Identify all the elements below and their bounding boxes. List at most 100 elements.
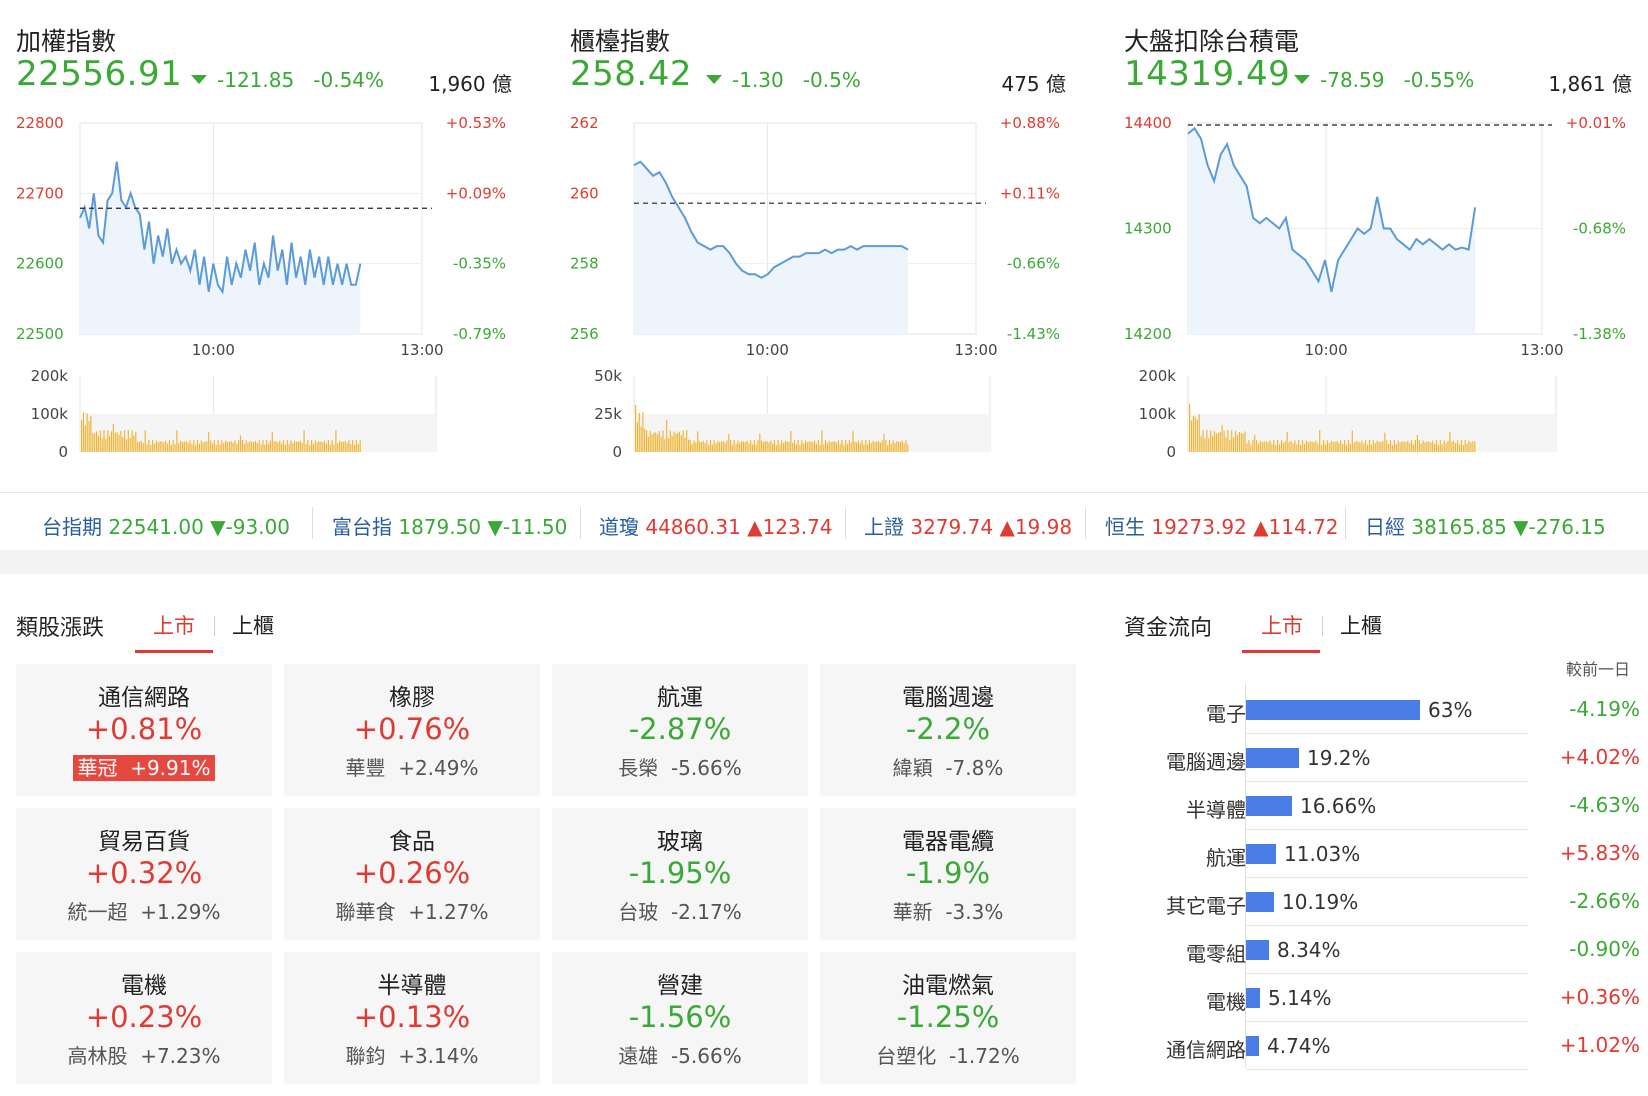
ticker-item-shanghai[interactable]: 上證 3279.74 ▲19.98 <box>864 515 1073 539</box>
volume-bar <box>161 441 163 452</box>
sector-card[interactable]: 電腦週邊 -2.2% 緯穎 -7.8% <box>820 664 1076 796</box>
sector-card[interactable]: 營建 -1.56% 遠雄 -5.66% <box>552 952 808 1084</box>
volume-bar <box>1443 440 1445 452</box>
top-stock[interactable]: 緯穎 -7.8% <box>892 756 1004 780</box>
volume-bar <box>1309 441 1311 452</box>
volume-bar <box>1347 440 1350 452</box>
volume-bar <box>84 425 86 452</box>
volume-bar <box>1196 419 1198 452</box>
volume-bar <box>878 441 880 452</box>
sector-card[interactable]: 半導體 +0.13% 聯鈞 +3.14% <box>284 952 540 1084</box>
top-stock[interactable]: 長榮 -5.66% <box>618 756 742 780</box>
sector-card[interactable]: 通信網路 +0.81% 華冠 +9.91% <box>16 664 272 796</box>
tab-listed[interactable]: 上市 <box>153 614 195 638</box>
volume-bar <box>691 443 693 452</box>
row-divider <box>1246 1069 1528 1070</box>
volume-bar <box>125 439 128 452</box>
ticker-item-nikkei[interactable]: 日經 38165.85 ▼-276.15 <box>1365 515 1606 539</box>
sector-card[interactable]: 航運 -2.87% 長榮 -5.66% <box>552 664 808 796</box>
y-axis-pct-label: -0.79% <box>453 325 506 343</box>
top-stock[interactable]: 台玻 -2.17% <box>618 900 742 924</box>
money-flow-row[interactable]: 電機 5.14% +0.36% <box>1122 974 1640 1022</box>
top-stock[interactable]: 高林股 +7.23% <box>67 1044 221 1068</box>
volume-bar <box>730 440 732 452</box>
top-stock[interactable]: 華冠 +9.91% <box>16 752 272 781</box>
top-stock[interactable]: 聯華食 +1.27% <box>335 900 489 924</box>
ticker-item-tx[interactable]: 台指期 22541.00 ▼-93.00 <box>42 515 291 539</box>
top-stock[interactable]: 台塑化 -1.72% <box>876 1044 1020 1068</box>
volume-bar <box>359 440 361 452</box>
volume-bar <box>155 440 157 452</box>
volume-axis-label: 100k <box>1139 405 1177 423</box>
sector-card[interactable]: 電器電纜 -1.9% 華新 -3.3% <box>820 808 1076 940</box>
volume-bar <box>118 434 120 452</box>
sector-card[interactable]: 貿易百貨 +0.32% 統一超 +1.29% <box>16 808 272 940</box>
tab-otc[interactable]: 上櫃 <box>232 614 274 638</box>
sector-card[interactable]: 玻璃 -1.95% 台玻 -2.17% <box>552 808 808 940</box>
volume-bar <box>331 440 333 452</box>
sector-name: 通信網路 <box>98 685 190 711</box>
volume-bar <box>211 443 214 452</box>
sector-change: -2.87% <box>628 712 732 746</box>
ticker-item-dow[interactable]: 道瓊 44860.31 ▲123.74 <box>599 515 833 539</box>
index-panel-ex-tsmc[interactable]: 大盤扣除台積電 14319.49 -78.59 -0.55% 1,861 億 1… <box>1124 0 1632 490</box>
money-flow-row[interactable]: 電子 63% -4.19% <box>1122 686 1640 734</box>
volume-bar <box>656 434 659 452</box>
top-stock[interactable]: 遠雄 -5.66% <box>618 1044 742 1068</box>
intraday-chart: 262 +0.88% 260 +0.11% 258 -0.66% 256 -1.43% 10:0… <box>570 114 1060 461</box>
volume-bar <box>865 440 867 452</box>
sector-card[interactable]: 電機 +0.23% 高林股 +7.23% <box>16 952 272 1084</box>
sector-card[interactable]: 橡膠 +0.76% 華豐 +2.49% <box>284 664 540 796</box>
sector-change: +0.32% <box>85 856 203 890</box>
volume-bar <box>1248 440 1250 452</box>
volume-bar <box>342 441 344 452</box>
top-stock[interactable]: 華新 -3.3% <box>892 900 1004 924</box>
volume-bar <box>1267 442 1269 452</box>
tab-flow-listed[interactable]: 上市 <box>1261 614 1303 638</box>
y-axis-pct-label: +0.09% <box>446 184 506 202</box>
index-panel-otc[interactable]: 櫃檯指數 258.42 -1.30 -0.5% 475 億 262 +0.88% 2… <box>570 0 1066 490</box>
y-axis-pct-label: +0.11% <box>1000 184 1060 202</box>
price-area <box>80 161 361 334</box>
volume-bar <box>1240 433 1242 452</box>
top-stock[interactable]: 華豐 +2.49% <box>345 756 479 780</box>
money-flow-row[interactable]: 電腦週邊 19.2% +4.02% <box>1122 734 1640 782</box>
money-flow-row[interactable]: 航運 11.03% +5.83% <box>1122 830 1640 878</box>
volume-bar <box>863 444 865 452</box>
sector-card[interactable]: 油電燃氣 -1.25% 台塑化 -1.72% <box>820 952 1076 1084</box>
tab-flow-otc[interactable]: 上櫃 <box>1340 614 1382 638</box>
volume-bar <box>825 440 827 452</box>
money-flow-row[interactable]: 其它電子 10.19% -2.66% <box>1122 878 1640 926</box>
volume-bar <box>759 433 761 452</box>
index-panel-taiex[interactable]: 加權指數 22556.91 -121.85 -0.54% 1,960 億 228… <box>16 0 512 490</box>
volume-bar <box>640 426 642 452</box>
money-flow-row[interactable]: 半導體 16.66% -4.63% <box>1122 782 1640 830</box>
sector-card[interactable]: 食品 +0.26% 聯華食 +1.27% <box>284 808 540 940</box>
sector-name: 貿易百貨 <box>98 829 190 855</box>
volume-bar <box>881 440 883 452</box>
volume-bar <box>1282 442 1284 452</box>
volume-bar <box>724 442 726 452</box>
volume-bar <box>1455 443 1457 452</box>
volume-bar <box>1219 432 1221 452</box>
volume-bar <box>249 441 251 452</box>
sector-name: 半導體 <box>377 973 447 999</box>
volume-bar <box>299 440 301 452</box>
top-stock[interactable]: 聯鈞 +3.14% <box>345 1044 479 1068</box>
ticker-item-msci-tw[interactable]: 富台指 1879.50 ▼-11.50 <box>332 515 568 539</box>
volume-bar <box>1370 444 1372 452</box>
volume-bar <box>82 412 85 452</box>
volume-bar <box>208 432 210 452</box>
volume-bar <box>109 436 111 452</box>
index-title: 加權指數 <box>16 27 117 56</box>
volume-bar <box>660 436 662 452</box>
ticker-item-hangseng[interactable]: 恒生 19273.92 ▲114.72 <box>1105 515 1339 539</box>
money-flow-row[interactable]: 通信網路 4.74% +1.02% <box>1122 1022 1640 1070</box>
sector-name: 橡膠 <box>389 685 435 711</box>
sector-change: +0.26% <box>353 856 471 890</box>
money-flow-row[interactable]: 電零組 8.34% -0.90% <box>1122 926 1640 974</box>
volume-bar <box>357 443 359 452</box>
volume-bar <box>708 444 710 452</box>
top-stock[interactable]: 統一超 +1.29% <box>67 900 221 924</box>
volume-bar <box>139 441 141 452</box>
